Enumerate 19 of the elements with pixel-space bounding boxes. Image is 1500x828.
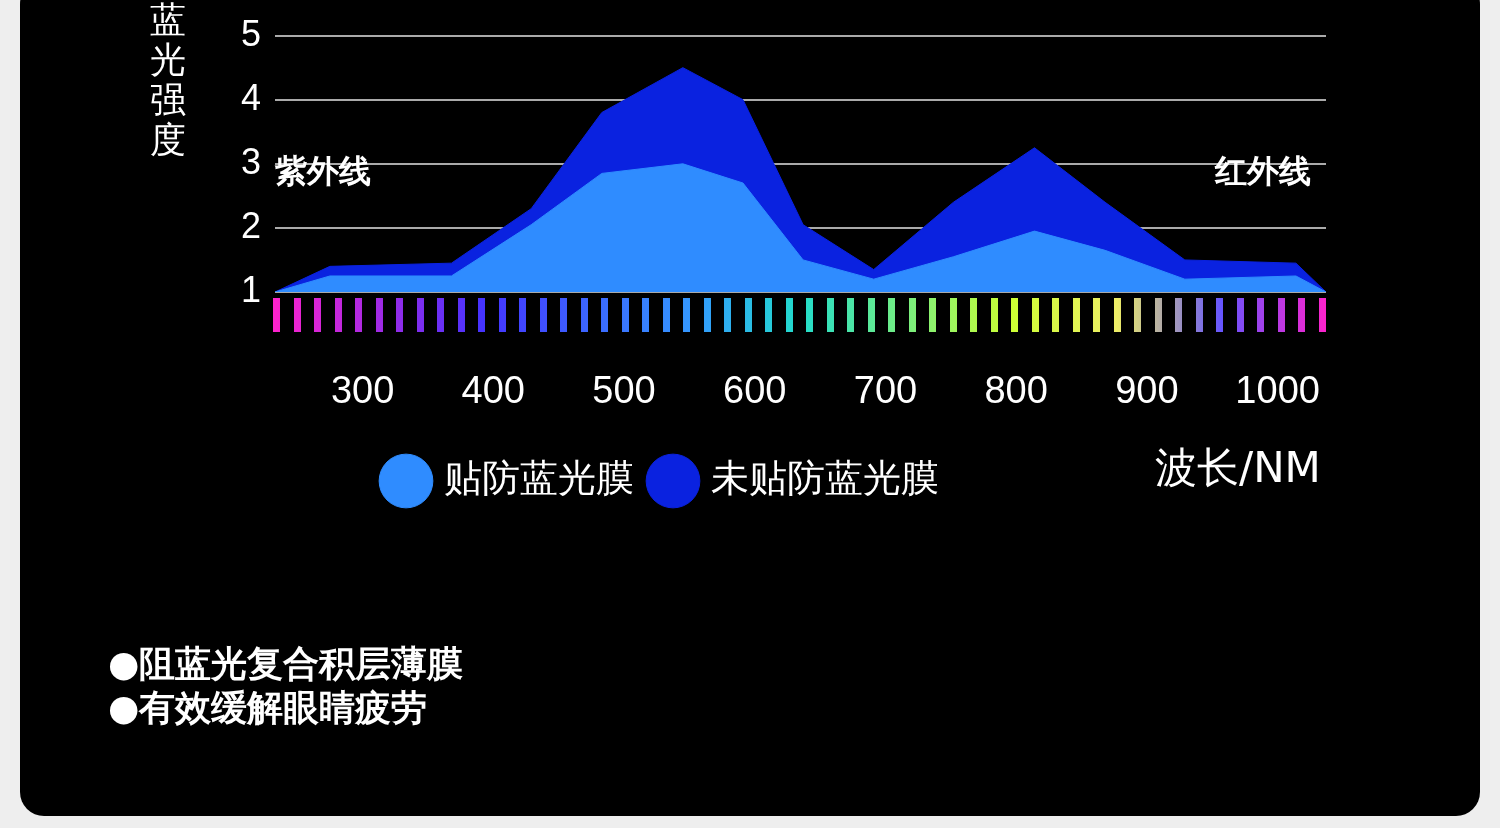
y-axis-title: 蓝光强度 (150, 0, 186, 160)
text: ●有效缓解眼睛疲劳 (108, 686, 428, 730)
x-tick-label: 500 (592, 369, 656, 412)
x-axis-title: 波长/NM (1155, 442, 1321, 494)
legend-label: 未贴防蓝光膜 (711, 457, 939, 500)
x-tick-label: 600 (723, 369, 787, 412)
y-tick-label: 3 (240, 140, 261, 182)
x-tick-label: 1000 (1235, 369, 1320, 412)
x-tick-label: 400 (461, 369, 526, 412)
y-tick-label: 2 (240, 204, 261, 246)
x-tick-label: 800 (984, 369, 1048, 412)
legend-label: 贴防蓝光膜 (444, 457, 634, 500)
y-tick-label: 1 (240, 268, 261, 310)
y-tick-label: 4 (240, 76, 261, 118)
x-tick-label: 900 (1115, 369, 1179, 412)
text: ●阻蓝光复合积层薄膜 (108, 643, 464, 684)
x-tick-label: 300 (330, 369, 395, 412)
y-tick-label: 5 (240, 12, 261, 54)
x-tick-label: 700 (853, 369, 918, 412)
